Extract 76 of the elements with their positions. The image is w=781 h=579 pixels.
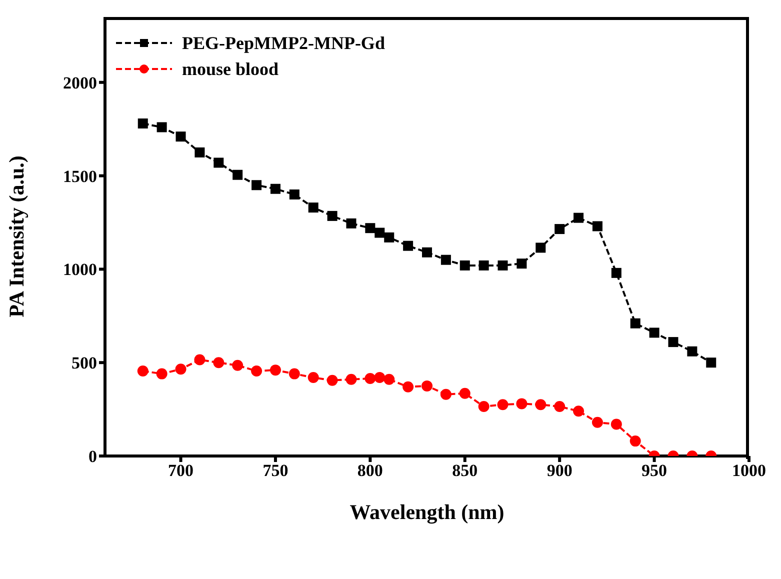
point — [592, 416, 603, 428]
point — [289, 189, 300, 200]
point — [440, 388, 452, 400]
point — [251, 366, 262, 376]
point — [573, 406, 584, 417]
point — [478, 260, 489, 270]
x-tick-label: 900 — [546, 461, 572, 480]
point — [592, 221, 602, 232]
point — [252, 180, 262, 190]
y-tick-label: 500 — [72, 354, 97, 373]
point — [374, 372, 386, 384]
x-tick-label: 750 — [262, 461, 288, 480]
point — [478, 400, 490, 412]
point — [308, 372, 319, 384]
point — [668, 337, 678, 348]
point — [364, 372, 376, 384]
point — [422, 380, 432, 392]
point — [497, 399, 508, 410]
point — [535, 399, 546, 410]
point — [214, 158, 224, 168]
legend-label: mouse blood — [182, 58, 279, 81]
point — [516, 258, 527, 269]
point — [232, 360, 244, 371]
x-tick-label: 850 — [452, 461, 478, 480]
y-tick-label: 1000 — [63, 260, 97, 280]
point — [175, 364, 186, 375]
y-tick-label: 0 — [88, 447, 97, 466]
x-tick-label: 950 — [642, 461, 668, 480]
point — [326, 374, 338, 386]
y-axis-title: PA Intensity (a.u.) — [4, 156, 28, 318]
point — [610, 418, 622, 430]
point — [194, 147, 205, 158]
point — [554, 400, 566, 412]
point — [649, 328, 660, 338]
point — [422, 247, 432, 258]
point — [308, 202, 318, 213]
x-tick-label: 700 — [168, 461, 194, 480]
point — [288, 368, 300, 380]
point — [194, 354, 206, 366]
point — [232, 170, 243, 180]
point — [384, 232, 394, 242]
point — [706, 358, 716, 368]
y-tick-label: 2000 — [63, 73, 97, 92]
point — [498, 260, 508, 270]
point — [536, 242, 546, 253]
point — [365, 223, 376, 234]
point — [374, 228, 385, 238]
y-tick-label: 1500 — [63, 166, 97, 186]
point — [346, 374, 357, 385]
point — [554, 224, 565, 234]
legend-label: PEG-PepMMP2-MNP-Gd — [182, 32, 385, 55]
point — [403, 240, 414, 251]
point — [137, 366, 148, 376]
point — [156, 122, 167, 132]
point — [630, 318, 640, 328]
point — [176, 132, 186, 142]
point — [611, 268, 622, 278]
point — [516, 398, 528, 410]
point — [156, 368, 168, 380]
point — [138, 118, 148, 128]
point — [440, 254, 451, 265]
point — [630, 436, 641, 447]
point — [460, 260, 470, 270]
point — [459, 388, 470, 399]
point — [384, 374, 395, 385]
point — [327, 210, 338, 221]
point — [270, 184, 280, 194]
point — [574, 212, 584, 223]
point — [270, 364, 281, 376]
point — [687, 346, 698, 356]
x-tick-label: 1000 — [732, 461, 766, 480]
point — [402, 381, 414, 392]
point — [213, 357, 224, 368]
x-tick-label: 800 — [357, 461, 383, 480]
point — [346, 218, 356, 228]
x-axis-title: Wavelength (nm) — [350, 500, 504, 524]
